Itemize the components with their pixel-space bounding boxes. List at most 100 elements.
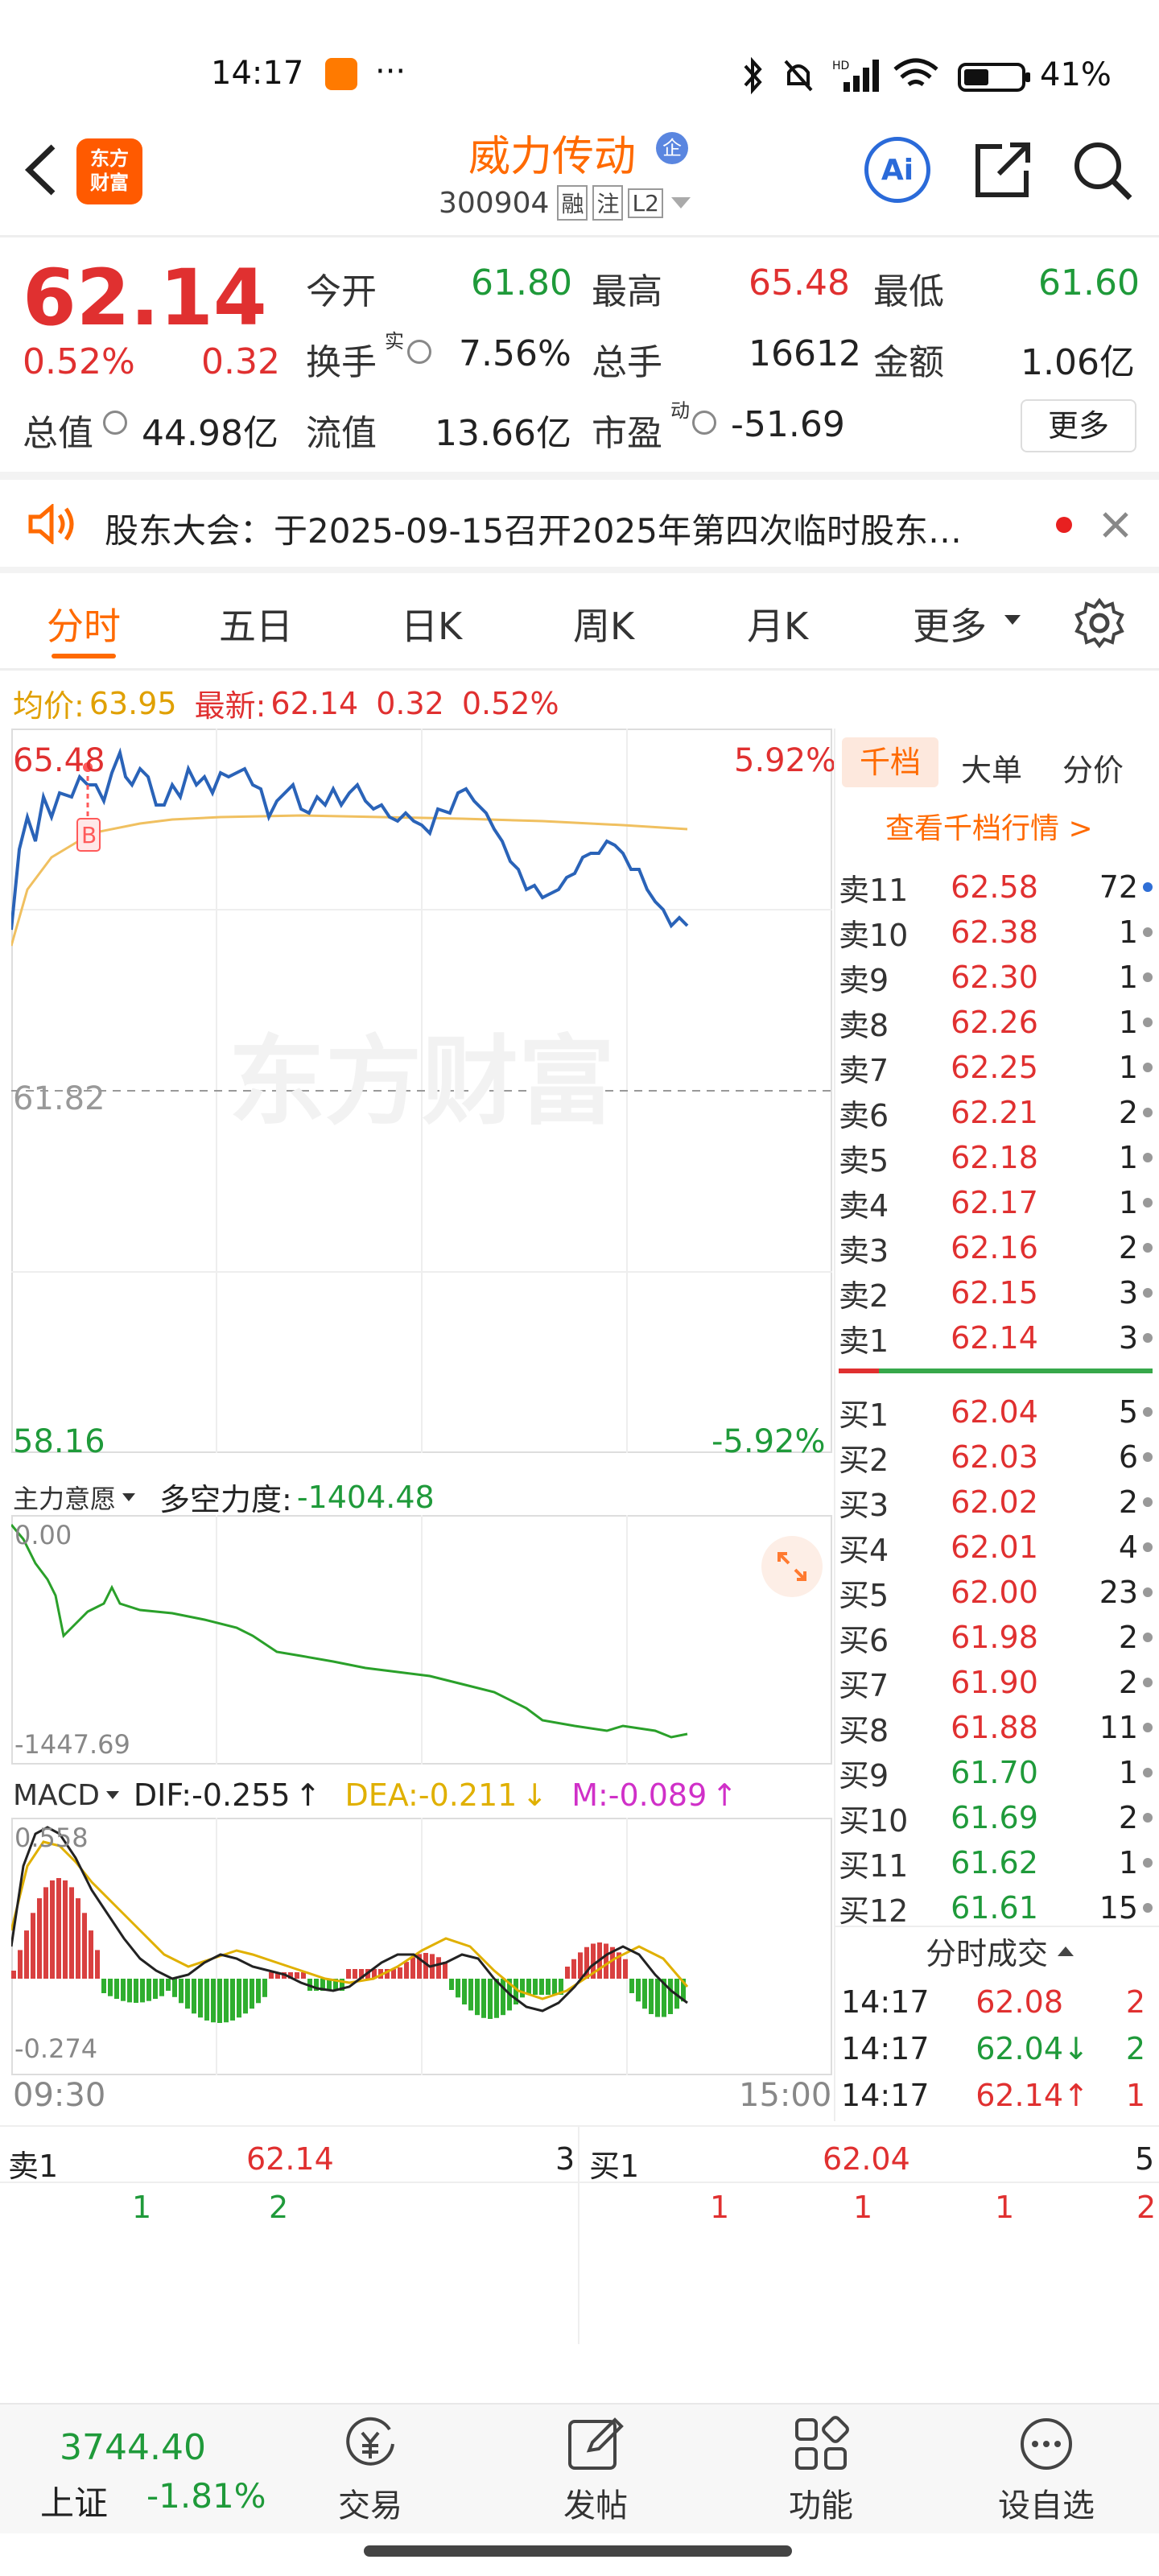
macd-bar: [121, 1979, 126, 2001]
close-icon[interactable]: [1099, 509, 1132, 541]
dif-line: [11, 1826, 688, 2013]
macd-bar: [372, 1969, 377, 1979]
tab-big-orders[interactable]: 大单: [961, 753, 1023, 788]
ai-assistant-button[interactable]: Ai: [864, 137, 930, 203]
bid-price: 61.88: [951, 1710, 1038, 1745]
tab-five-day[interactable]: 五日: [219, 605, 293, 648]
bid-row[interactable]: 买9 61.70 1: [839, 1750, 1153, 1795]
trade-yen-icon[interactable]: [340, 2413, 401, 2475]
macd-bar: [327, 1979, 332, 1991]
ask-row[interactable]: 卖10 62.38 1: [839, 910, 1153, 955]
chevron-down-icon[interactable]: [122, 1492, 136, 1501]
gear-icon[interactable]: [1074, 597, 1125, 649]
tag-rong: 融: [557, 185, 588, 221]
search-icon[interactable]: [1070, 138, 1135, 203]
ask-row[interactable]: 卖1 62.14 3: [839, 1315, 1153, 1360]
info-circle-icon[interactable]: [103, 411, 127, 435]
info-circle-icon[interactable]: [692, 411, 716, 435]
ask-volume: 1: [1118, 1140, 1139, 1175]
ask-label: 卖3: [839, 1232, 889, 1269]
flow-chart[interactable]: [11, 1515, 832, 1765]
trade-row[interactable]: 14:17 62.04 ↓ 2: [841, 2025, 1159, 2072]
macd-bar: [269, 1972, 274, 1979]
macd-bar: [224, 1979, 229, 2023]
bid-row[interactable]: 买6 61.98 2: [839, 1615, 1153, 1660]
watchlist-more-icon[interactable]: [1016, 2413, 1077, 2475]
flow-selector[interactable]: 主力意愿: [13, 1483, 117, 1514]
intraday-price-chart[interactable]: 东方财富 B: [11, 729, 832, 1453]
tab-intraday[interactable]: 分时: [47, 605, 121, 648]
nav-add-watchlist[interactable]: 设自选: [998, 2487, 1095, 2524]
tab-more[interactable]: 更多: [913, 605, 987, 648]
ask-row[interactable]: 卖5 62.18 1: [839, 1135, 1153, 1180]
section-divider: [0, 567, 1159, 573]
post-edit-icon[interactable]: [565, 2413, 626, 2475]
macd-bar: [146, 1979, 151, 2001]
tab-daily-k[interactable]: 日K: [401, 605, 463, 648]
view-depth-link[interactable]: 查看千档行情 >: [885, 812, 1093, 845]
mute-bell-icon: [784, 60, 813, 92]
expand-icon[interactable]: [761, 1536, 823, 1597]
latest-change-pct: 0.52%: [461, 685, 559, 721]
tab-weekly-k[interactable]: 周K: [573, 605, 635, 648]
section-divider: [0, 2125, 1159, 2127]
index-value[interactable]: 3744.40: [60, 2427, 206, 2468]
trade-row[interactable]: 14:17 62.14 ↑ 1: [841, 2072, 1159, 2119]
ask-row[interactable]: 卖11 62.58 72: [839, 865, 1153, 910]
label-float-cap: 流值: [306, 413, 377, 454]
bid-row[interactable]: 买10 61.69 2: [839, 1795, 1153, 1840]
battery-icon: [958, 63, 1030, 92]
bid-label: 买2: [839, 1442, 889, 1478]
nav-function[interactable]: 功能: [789, 2487, 853, 2524]
macd-bar: [50, 1880, 55, 1979]
ask-row[interactable]: 卖3 62.16 2: [839, 1225, 1153, 1270]
macd-bar: [649, 1979, 654, 2014]
ask-label: 卖4: [839, 1187, 889, 1224]
tab-price-split[interactable]: 分价: [1062, 753, 1124, 788]
bid-row[interactable]: 买8 61.88 11: [839, 1705, 1153, 1750]
ask-row[interactable]: 卖9 62.30 1: [839, 955, 1153, 1000]
bid-row[interactable]: 买12 61.61 15: [839, 1885, 1153, 1930]
bid-row[interactable]: 买7 61.90 2: [839, 1660, 1153, 1705]
ask-row[interactable]: 卖7 62.25 1: [839, 1045, 1153, 1090]
macd-bar: [475, 1979, 480, 2016]
macd-chart[interactable]: [11, 1818, 832, 2075]
bid-row[interactable]: 买5 62.00 23: [839, 1570, 1153, 1615]
tab-active-indicator: [52, 654, 116, 658]
bid-row[interactable]: 买4 62.01 4: [839, 1525, 1153, 1570]
share-icon[interactable]: [970, 138, 1034, 203]
more-button[interactable]: 更多: [1021, 399, 1136, 452]
bid-row[interactable]: 买1 62.04 5: [839, 1389, 1153, 1435]
indicator-dot-icon: [1143, 1333, 1153, 1343]
queue-buy-price: 62.04: [823, 2141, 910, 2177]
bid-price: 62.04: [951, 1394, 1038, 1430]
indicator-dot-icon: [1143, 1198, 1153, 1208]
price-line: [11, 747, 689, 931]
nav-trade[interactable]: 交易: [338, 2487, 402, 2524]
dropdown-arrow-icon[interactable]: [670, 197, 691, 208]
chevron-down-icon[interactable]: [105, 1791, 119, 1799]
buy-marker-icon[interactable]: [76, 818, 101, 852]
macd-selector[interactable]: MACD: [13, 1778, 100, 1812]
back-arrow-icon[interactable]: [21, 142, 60, 198]
ask-row[interactable]: 卖6 62.21 2: [839, 1090, 1153, 1135]
nav-post[interactable]: 发帖: [563, 2487, 628, 2524]
tab-depth-1000[interactable]: 千档: [842, 737, 938, 787]
index-change[interactable]: -1.81%: [146, 2476, 266, 2516]
stock-name[interactable]: 威力传动: [468, 133, 637, 181]
announcement-bar[interactable]: 股东大会：于2025-09-15召开2025年第四次临时股东…: [0, 480, 1159, 567]
trades-header[interactable]: 分时成交: [926, 1929, 1074, 1973]
bid-row[interactable]: 买3 62.02 2: [839, 1480, 1153, 1525]
flow-line: [11, 1524, 688, 1739]
ask-row[interactable]: 卖8 62.26 1: [839, 1000, 1153, 1045]
function-grid-icon[interactable]: [790, 2413, 852, 2475]
trade-price: 62.04: [975, 2031, 1063, 2066]
bid-row[interactable]: 买11 61.62 1: [839, 1840, 1153, 1885]
ask-row[interactable]: 卖4 62.17 1: [839, 1180, 1153, 1225]
trade-row[interactable]: 14:17 62.08 2: [841, 1979, 1159, 2025]
ask-row[interactable]: 卖2 62.15 3: [839, 1270, 1153, 1315]
info-circle-icon[interactable]: [407, 340, 431, 364]
index-name[interactable]: 上证: [40, 2483, 109, 2523]
tab-monthly-k[interactable]: 月K: [747, 605, 809, 648]
bid-row[interactable]: 买2 62.03 6: [839, 1435, 1153, 1480]
